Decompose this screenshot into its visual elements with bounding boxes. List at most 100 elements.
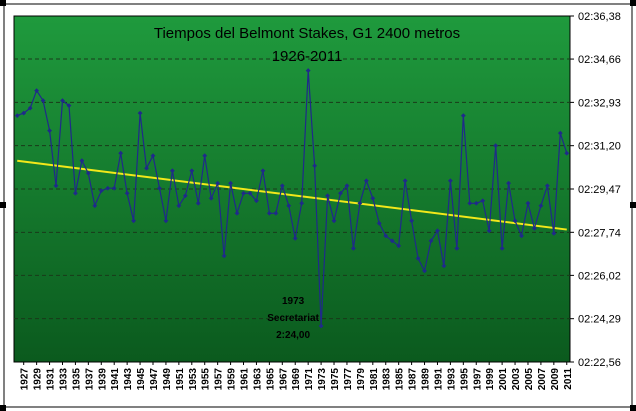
data-point bbox=[512, 218, 518, 224]
data-point bbox=[299, 200, 305, 206]
x-tick-label: 1953 bbox=[188, 368, 199, 391]
data-point bbox=[14, 113, 20, 119]
data-point bbox=[195, 200, 201, 206]
trend-layer bbox=[17, 159, 567, 231]
trend-line bbox=[17, 159, 567, 231]
data-point bbox=[409, 218, 415, 224]
x-tick-label: 1937 bbox=[84, 368, 95, 391]
data-point bbox=[544, 183, 550, 189]
data-point bbox=[312, 163, 318, 169]
data-point bbox=[208, 195, 214, 201]
data-point bbox=[480, 198, 486, 204]
data-point bbox=[428, 238, 434, 244]
data-point bbox=[202, 153, 208, 159]
data-point bbox=[441, 263, 447, 269]
data-point bbox=[383, 233, 389, 239]
x-tick-label: 1975 bbox=[330, 368, 341, 391]
data-point bbox=[157, 185, 162, 191]
data-point bbox=[234, 210, 240, 216]
selection-handle-bottom-left[interactable] bbox=[0, 405, 6, 411]
x-tick-label: 1935 bbox=[71, 368, 82, 391]
data-point bbox=[176, 203, 182, 209]
x-tick-label: 1971 bbox=[304, 368, 315, 391]
data-point bbox=[111, 185, 117, 191]
series-layer bbox=[14, 68, 570, 329]
data-point bbox=[499, 245, 505, 251]
x-tick-label: 1939 bbox=[97, 368, 108, 391]
data-point bbox=[118, 150, 124, 156]
x-tick-label: 1983 bbox=[382, 368, 393, 391]
data-point bbox=[435, 228, 440, 234]
data-point bbox=[363, 178, 369, 184]
data-point bbox=[163, 218, 169, 224]
x-tick-label: 1965 bbox=[265, 368, 276, 391]
data-point bbox=[486, 228, 492, 234]
data-point bbox=[286, 203, 292, 209]
x-tick-label: 1957 bbox=[214, 368, 225, 391]
x-tick-label: 1977 bbox=[343, 368, 354, 391]
data-point bbox=[266, 210, 272, 216]
selection-handle-left-mid[interactable] bbox=[0, 202, 6, 208]
data-point bbox=[357, 200, 363, 206]
data-point bbox=[92, 203, 98, 209]
data-point bbox=[525, 200, 531, 206]
data-point bbox=[376, 220, 382, 226]
data-point bbox=[73, 190, 78, 196]
data-point bbox=[338, 190, 343, 196]
y-tick-label: 02:22,56 bbox=[578, 357, 621, 369]
x-tick-label: 2005 bbox=[524, 368, 535, 391]
x-tick-label: 1981 bbox=[369, 368, 380, 391]
data-point bbox=[402, 178, 408, 184]
data-point bbox=[98, 188, 104, 194]
data-point bbox=[131, 218, 137, 224]
data-point bbox=[564, 150, 570, 156]
selection-handle-top-left[interactable] bbox=[0, 0, 6, 6]
y-tick-label: 02:34,66 bbox=[578, 54, 621, 66]
data-point bbox=[331, 218, 337, 224]
x-tick-label: 1941 bbox=[110, 368, 121, 391]
data-point bbox=[447, 178, 453, 184]
y-axis: 02:22,56 02:24,29 02:26,02 02:27,74 02:29,47… bbox=[570, 11, 621, 369]
data-point bbox=[53, 183, 59, 189]
data-point bbox=[344, 183, 350, 189]
data-point bbox=[47, 128, 52, 134]
selection-handle-bottom-right[interactable] bbox=[630, 405, 636, 411]
y-tick-label: 02:27,74 bbox=[578, 227, 621, 239]
data-point bbox=[279, 183, 285, 189]
y-tick-label: 02:26,02 bbox=[578, 270, 621, 282]
data-point bbox=[241, 190, 246, 196]
y-tick-label: 02:36,38 bbox=[578, 11, 621, 23]
data-point bbox=[150, 153, 156, 159]
x-tick-label: 2009 bbox=[550, 368, 561, 391]
x-tick-label: 1933 bbox=[58, 368, 69, 391]
data-point bbox=[318, 323, 324, 329]
data-point bbox=[27, 105, 33, 111]
data-point bbox=[79, 158, 85, 164]
data-point bbox=[21, 110, 27, 116]
x-tick-label: 1943 bbox=[123, 368, 134, 391]
x-tick-label: 1961 bbox=[240, 368, 251, 391]
x-tick-label: 2011 bbox=[563, 368, 574, 390]
y-tick-label: 02:29,47 bbox=[578, 184, 621, 196]
x-tick-label: 1955 bbox=[201, 368, 212, 391]
data-point bbox=[370, 195, 376, 201]
x-tick-label: 1997 bbox=[472, 368, 483, 391]
selection-handle-top-right[interactable] bbox=[630, 0, 636, 6]
x-tick-label: 2001 bbox=[498, 368, 509, 391]
x-tick-label: 1967 bbox=[278, 368, 289, 391]
annotation-text: 1973 bbox=[282, 296, 305, 307]
selection-handle-right-mid[interactable] bbox=[630, 202, 636, 208]
data-point bbox=[182, 193, 188, 199]
data-point bbox=[415, 255, 421, 261]
x-tick-label: 1929 bbox=[33, 368, 44, 391]
x-tick-label: 1979 bbox=[356, 368, 367, 391]
x-tick-label: 1987 bbox=[408, 368, 419, 391]
data-point bbox=[169, 168, 175, 174]
y-tick-label: 02:31,20 bbox=[578, 141, 621, 153]
annotation-text: 2:24,00 bbox=[276, 330, 310, 341]
data-point bbox=[144, 165, 149, 171]
data-point bbox=[493, 143, 499, 149]
x-tick-label: 2007 bbox=[537, 368, 548, 391]
x-tick-label: 1985 bbox=[395, 368, 406, 391]
data-point bbox=[137, 110, 143, 116]
